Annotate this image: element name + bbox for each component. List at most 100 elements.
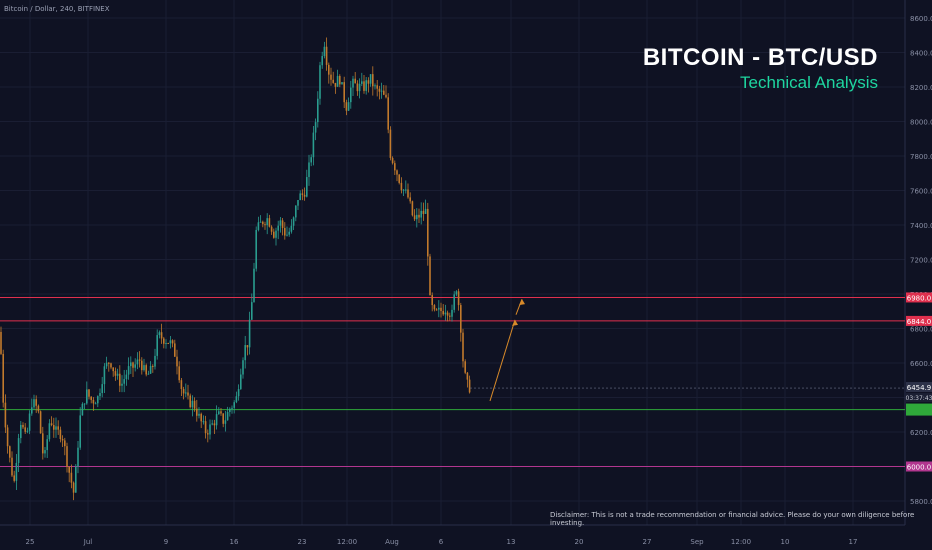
candle-body bbox=[33, 399, 35, 408]
candle-body bbox=[178, 366, 180, 381]
candle-body bbox=[222, 413, 224, 424]
candle-body bbox=[460, 305, 462, 333]
candle-body bbox=[416, 214, 418, 220]
candle-body bbox=[55, 426, 57, 430]
candle-body bbox=[31, 407, 33, 414]
candle-body bbox=[68, 466, 70, 473]
y-tick-label: 7400.0 bbox=[910, 222, 932, 230]
x-tick-label: 25 bbox=[26, 538, 35, 546]
y-tick-label: 8400.0 bbox=[910, 50, 932, 58]
countdown-label: 03:37:43 bbox=[906, 395, 932, 402]
candle-body bbox=[114, 371, 117, 376]
candle-body bbox=[189, 395, 191, 408]
level-label-resistance-lower: 6844.0 bbox=[907, 318, 932, 326]
x-tick-label: 23 bbox=[298, 538, 307, 546]
candle-body bbox=[75, 466, 77, 493]
candle-body bbox=[125, 374, 128, 380]
candle-body bbox=[369, 74, 372, 84]
candle-body bbox=[405, 189, 407, 191]
candle-body bbox=[374, 85, 376, 87]
candle-body bbox=[248, 319, 251, 348]
candle-body bbox=[409, 197, 411, 202]
candle-body bbox=[251, 302, 253, 320]
candle-body bbox=[453, 294, 455, 310]
candle-body bbox=[138, 359, 141, 361]
candle-body bbox=[42, 433, 44, 454]
candle-body bbox=[464, 361, 466, 373]
candle-body bbox=[270, 226, 273, 232]
support-axis-badge bbox=[906, 403, 932, 416]
level-label-resistance-upper: 6980.0 bbox=[907, 294, 932, 302]
candle-body bbox=[2, 353, 4, 403]
candle-body bbox=[160, 332, 163, 339]
candle-body bbox=[413, 215, 416, 220]
candle-body bbox=[174, 343, 176, 357]
candle-body bbox=[400, 182, 403, 191]
candle-body bbox=[325, 46, 328, 65]
candle-body bbox=[169, 340, 172, 344]
candle-body bbox=[308, 162, 310, 178]
candle-body bbox=[336, 75, 339, 87]
candle-body bbox=[376, 85, 378, 89]
candle-body bbox=[402, 189, 405, 191]
candle-body bbox=[317, 98, 319, 123]
candle-body bbox=[215, 414, 218, 426]
candle-body bbox=[235, 396, 238, 403]
candle-body bbox=[46, 439, 48, 451]
candle-body bbox=[321, 56, 323, 66]
candle-body bbox=[255, 229, 257, 269]
candle-body bbox=[398, 174, 400, 183]
candle-body bbox=[253, 268, 255, 303]
candle-body bbox=[466, 372, 469, 380]
candle-body bbox=[229, 408, 231, 412]
candle-body bbox=[198, 413, 200, 416]
candle-body bbox=[449, 315, 451, 317]
candle-body bbox=[28, 413, 31, 431]
candle-body bbox=[363, 81, 365, 91]
candle-body bbox=[429, 256, 431, 296]
candle-body bbox=[196, 408, 198, 416]
candle-body bbox=[176, 356, 178, 367]
candle-body bbox=[163, 338, 165, 344]
candle-body bbox=[266, 218, 268, 226]
candle-body bbox=[97, 396, 99, 404]
candle-body bbox=[314, 122, 317, 133]
candle-body bbox=[156, 335, 158, 356]
candle-body bbox=[94, 403, 97, 405]
level-badge-resistance-upper bbox=[906, 292, 932, 303]
candle-body bbox=[92, 399, 95, 404]
candle-body bbox=[319, 65, 321, 99]
candle-body bbox=[380, 90, 383, 92]
candle-body bbox=[345, 102, 348, 111]
candle-body bbox=[26, 430, 29, 432]
candle-body bbox=[328, 64, 330, 75]
projection-path-1 bbox=[489, 319, 516, 402]
candle-body bbox=[171, 340, 174, 344]
candle-body bbox=[233, 402, 235, 408]
candle-body bbox=[306, 177, 308, 197]
candle-body bbox=[303, 194, 306, 197]
candle-body bbox=[147, 373, 150, 375]
candle-body bbox=[86, 389, 88, 404]
y-tick-label: 6800.0 bbox=[910, 326, 932, 334]
candle-body bbox=[185, 392, 187, 394]
candle-body bbox=[39, 411, 42, 434]
candle-body bbox=[262, 221, 264, 225]
x-tick-label: 9 bbox=[164, 538, 168, 546]
candle-body bbox=[66, 446, 68, 467]
x-tick-label: 12:00 bbox=[337, 538, 357, 546]
candle-body bbox=[264, 224, 266, 226]
y-tick-label: 7800.0 bbox=[910, 153, 932, 161]
candle-body bbox=[11, 457, 13, 476]
candle-body bbox=[427, 208, 429, 257]
candle-body bbox=[158, 332, 161, 336]
x-tick-label: 17 bbox=[849, 538, 858, 546]
candle-body bbox=[268, 218, 271, 227]
candle-body bbox=[143, 365, 145, 371]
x-tick-label: Aug bbox=[385, 538, 399, 546]
candle-body bbox=[134, 364, 136, 368]
candle-body bbox=[220, 411, 222, 414]
candle-body bbox=[193, 400, 196, 409]
x-tick-label: 16 bbox=[230, 538, 239, 546]
